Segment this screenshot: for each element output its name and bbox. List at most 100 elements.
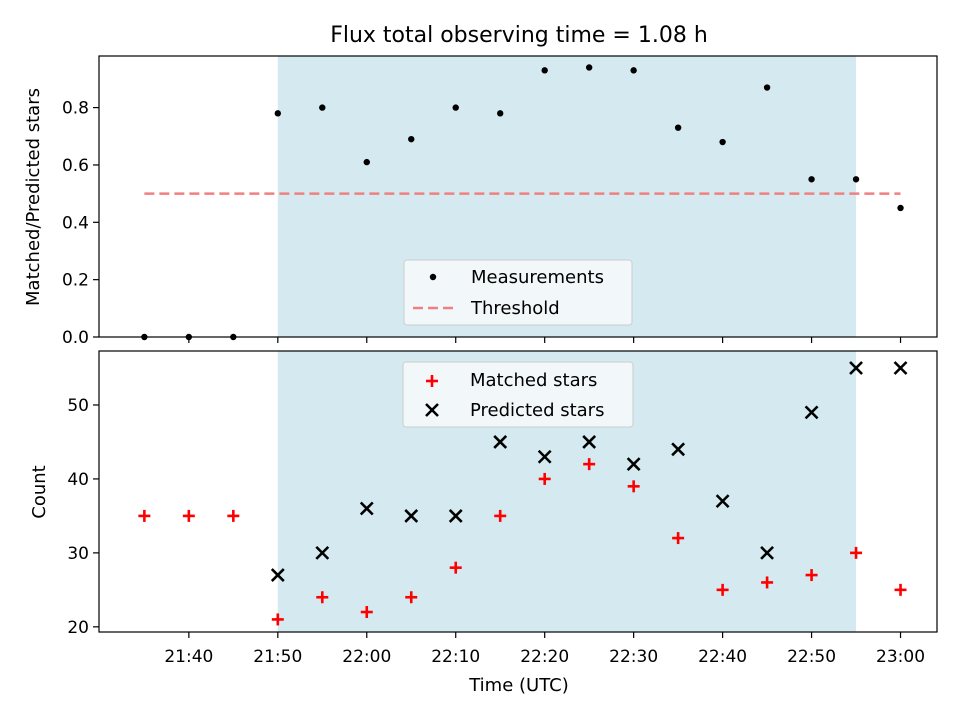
x-tick-label: 22:20 (520, 647, 569, 667)
predicted-star-point (849, 361, 863, 375)
measurement-points (141, 64, 904, 341)
ratio-legend: Measurements Threshold (403, 259, 633, 326)
matched-star-point (405, 591, 418, 604)
y-tick-label: 0.8 (62, 99, 89, 119)
measurement-point (274, 110, 282, 117)
count-legend-box (402, 361, 634, 428)
measurement-point (719, 138, 726, 146)
predicted-star-point (671, 442, 686, 457)
count-panel-x-axis: 21:40 21:50 22:00 22:10 22:20 22:30 22:40 22:50… (164, 632, 925, 667)
cross-b (849, 361, 863, 375)
x-tick-label: 22:10 (431, 647, 480, 667)
measurement-point (541, 67, 548, 74)
matched-star-point (182, 509, 195, 522)
cross-b (671, 442, 686, 457)
cross-b (893, 361, 908, 375)
predicted-star-point (804, 405, 819, 420)
ratio-panel-y-axis: 0.0 0.2 0.4 0.6 0.8 (62, 99, 99, 348)
cross-b (404, 508, 419, 523)
matched-star-point (360, 606, 373, 619)
predicted-star-points (270, 361, 908, 582)
measurement-point (630, 67, 637, 74)
predicted-star-point (582, 435, 597, 449)
measurement-point (808, 176, 815, 183)
legend-matched-marker (426, 375, 438, 387)
x-tick-label: 22:30 (609, 647, 658, 667)
cross-b (804, 405, 819, 420)
y-tick-label: 0.2 (62, 271, 89, 291)
measurement-point (763, 84, 771, 91)
legend-predicted-marker (425, 403, 439, 417)
matched-star-point (494, 509, 507, 522)
predicted-star-point (715, 494, 730, 509)
matched-star-point (672, 532, 685, 545)
y-tick-label: 0.4 (62, 213, 89, 233)
cross-b (760, 545, 775, 560)
legend-measurements-label: Measurements (471, 267, 604, 288)
legend-threshold-label: Threshold (470, 298, 560, 319)
matched-star-point (449, 561, 462, 574)
legend-matched-label: Matched stars (470, 370, 597, 391)
measurement-point (897, 204, 904, 212)
cross-b (315, 545, 330, 560)
y-tick-label: 30 (67, 544, 89, 564)
y-tick-label: 50 (67, 396, 89, 416)
measurement-point (319, 104, 326, 111)
matched-star-point (538, 472, 551, 485)
predicted-star-point (448, 508, 463, 523)
x-tick-label: 22:00 (342, 647, 391, 667)
predicted-star-point (893, 361, 908, 375)
matched-star-point (805, 569, 818, 582)
predicted-star-point (537, 449, 552, 464)
x-tick-label: 22:50 (787, 647, 836, 667)
y-tick-label: 40 (67, 470, 89, 490)
cross-b (448, 508, 463, 523)
count-panel-y-axis: 20 30 40 50 (67, 396, 99, 638)
x-tick-label: 21:50 (253, 647, 302, 667)
ratio-panel: 0.00.20.40.60.8 Matched/Predicted stars … (23, 55, 938, 348)
predicted-star-point (315, 545, 330, 560)
matched-star-point (138, 509, 151, 522)
measurement-point (497, 110, 504, 117)
predicted-star-point (626, 457, 641, 472)
cross-b (493, 435, 508, 449)
matched-star-point (583, 458, 596, 471)
measurement-point (452, 104, 459, 111)
count-y-axis-label: Count (29, 465, 50, 518)
cross-b (715, 494, 730, 509)
y-tick-label: 0.0 (62, 328, 89, 348)
x-tick-label: 21:40 (164, 647, 213, 667)
measurement-point (674, 124, 682, 131)
cross-b (270, 568, 285, 582)
matched-star-point (271, 613, 284, 626)
cross-b (359, 501, 374, 516)
ratio-panel-frame (98, 55, 938, 338)
cross-b (626, 457, 641, 472)
measurement-point (585, 64, 593, 71)
x-tick-label: 23:00 (876, 647, 925, 667)
predicted-star-point (404, 508, 419, 523)
cross-b (582, 435, 597, 449)
ratio-panel-x-ticks (188, 337, 902, 343)
legend-predicted-label: Predicted stars (470, 400, 604, 421)
measurement-point (408, 135, 415, 143)
predicted-star-point (359, 501, 374, 516)
ratio-y-axis-label: Matched/Predicted stars (23, 88, 44, 306)
count-legend: Matched stars Predicted stars (402, 361, 634, 428)
chart-title: Flux total observing time = 1.08 h (330, 23, 708, 48)
predicted-star-point (760, 545, 775, 560)
matched-star-point (761, 576, 774, 589)
matched-star-point (627, 480, 640, 493)
measurement-point (363, 158, 370, 166)
matched-star-point (716, 583, 729, 596)
x-tick-label: 22:40 (698, 647, 747, 667)
y-tick-label: 20 (67, 618, 89, 638)
y-tick-label: 0.6 (62, 156, 89, 176)
predicted-star-point (493, 435, 508, 449)
matched-star-point (894, 583, 907, 596)
matched-star-point (227, 509, 240, 522)
predicted-star-point (270, 568, 285, 582)
legend-measurements-marker (429, 273, 437, 281)
